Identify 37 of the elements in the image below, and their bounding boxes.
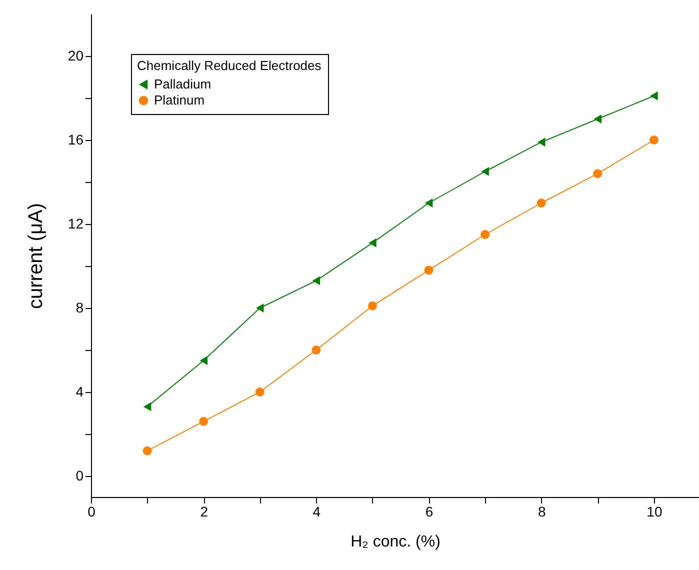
- point: [368, 238, 376, 248]
- point: [368, 301, 377, 310]
- point: [650, 91, 658, 100]
- y-tick-label: 12: [68, 216, 84, 232]
- legend-label: Palladium: [154, 76, 212, 92]
- point: [199, 416, 208, 426]
- point: [255, 388, 264, 396]
- point: [480, 230, 490, 239]
- point: [649, 136, 658, 144]
- point: [481, 167, 489, 176]
- legend-label: Platinum: [154, 92, 205, 108]
- point: [143, 402, 152, 412]
- point: [256, 304, 264, 312]
- point: [594, 114, 602, 124]
- x-tick-label: 0: [88, 504, 96, 520]
- point: [537, 138, 546, 147]
- x-axis-title: H₂ conc. (%): [350, 534, 440, 550]
- point: [312, 346, 321, 354]
- x-tick-label: 10: [646, 504, 662, 520]
- legend-title: Chemically Reduced Electrodes: [137, 58, 322, 73]
- y-tick-label: 4: [76, 384, 84, 400]
- y-tick-label: 0: [76, 468, 84, 484]
- point: [200, 356, 208, 365]
- y-tick-label: 16: [68, 132, 84, 148]
- point: [312, 276, 320, 286]
- y-axis-title: current (μA): [24, 203, 47, 309]
- x-tick-label: 4: [312, 504, 321, 520]
- x-tick-label: 8: [538, 504, 546, 520]
- point: [536, 198, 546, 208]
- y-tick-label: 8: [76, 300, 84, 316]
- y-tick-label: 20: [68, 48, 84, 64]
- point: [593, 169, 602, 178]
- x-tick-label: 2: [200, 504, 208, 520]
- x-tick-label: 6: [425, 504, 434, 520]
- point: [424, 266, 434, 275]
- point: [142, 446, 152, 456]
- point: [424, 198, 433, 208]
